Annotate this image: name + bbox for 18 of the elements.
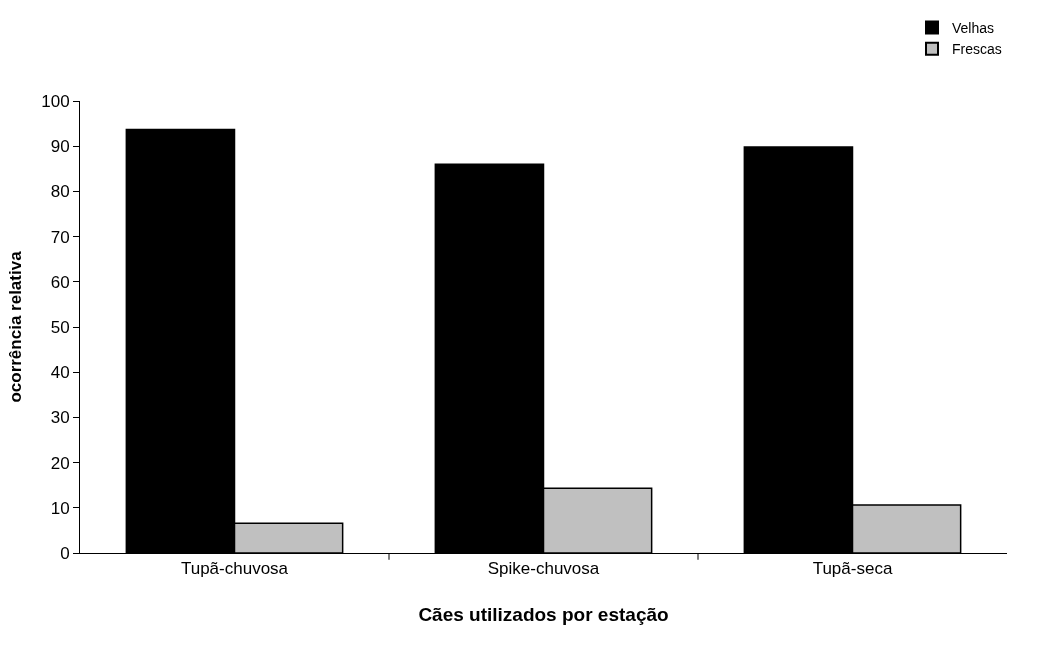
legend-label: Velhas <box>952 19 995 36</box>
legend-label: Frescas <box>952 41 1002 58</box>
x-tick-label: Tupã-chuvosa <box>180 559 289 579</box>
y-tick-label: 10 <box>50 498 70 518</box>
y-tick-label: 50 <box>50 317 70 337</box>
x-tick-label: Tupã-seca <box>812 559 893 579</box>
x-tick-label: Spike-chuvosa <box>487 559 600 579</box>
y-tick-label: 20 <box>50 453 70 473</box>
y-tick-label: 60 <box>50 272 70 292</box>
y-tick-label: 90 <box>50 137 70 157</box>
y-tick-label: 100 <box>41 91 70 111</box>
y-axis-title: ocorrência relativa <box>5 250 25 403</box>
y-tick-label: 0 <box>60 543 70 563</box>
y-tick-label: 70 <box>50 227 70 247</box>
y-tick-label: 30 <box>50 408 70 428</box>
x-axis-title: Cães utilizados por estação <box>418 604 669 626</box>
y-tick-label: 40 <box>50 363 70 383</box>
y-tick-label: 80 <box>50 182 70 202</box>
